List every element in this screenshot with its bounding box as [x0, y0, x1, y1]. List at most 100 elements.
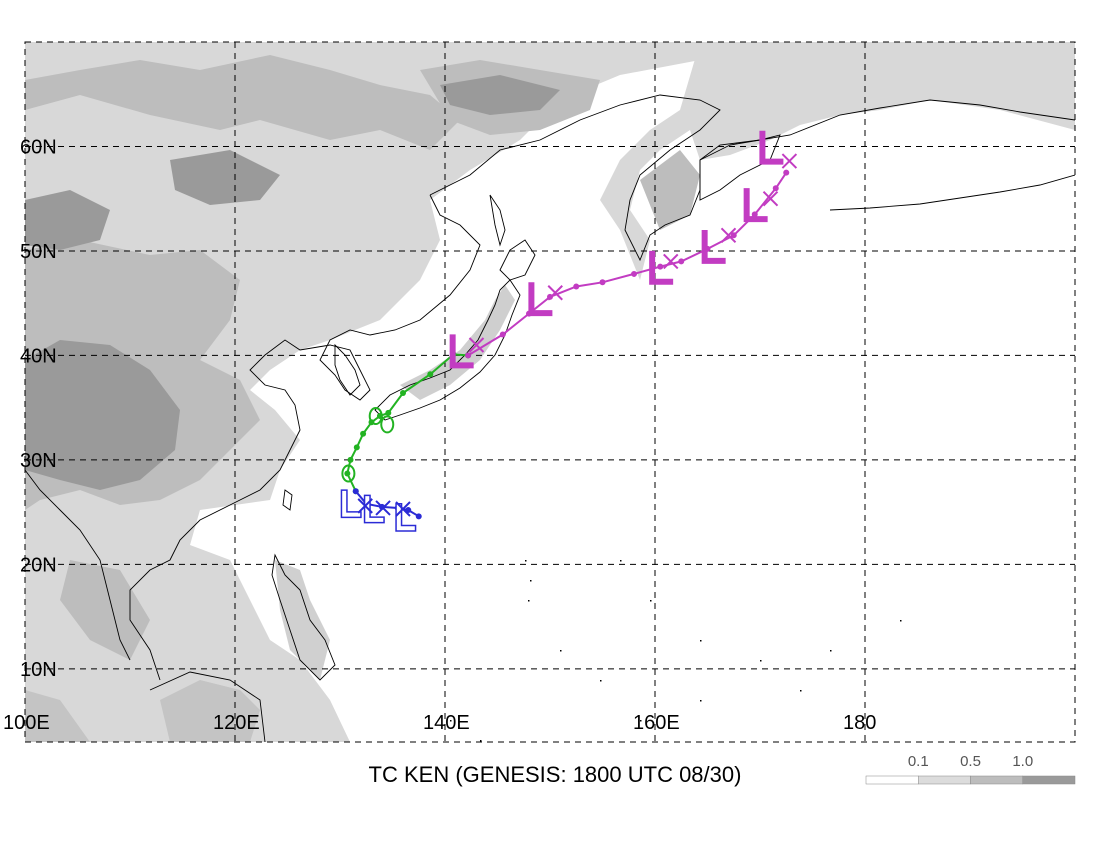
- coastline-aleutians: [829, 174, 1075, 211]
- low-symbol: [449, 334, 474, 369]
- island-dot: [700, 700, 702, 702]
- lat-label: 30N: [20, 450, 57, 472]
- coastline-indochina: [25, 469, 131, 661]
- track-point-green: [344, 470, 351, 477]
- track-point-green: [385, 409, 392, 416]
- legend-swatch: [970, 775, 1023, 785]
- loop-symbol: [368, 407, 383, 426]
- lat-label: 10N: [20, 659, 57, 681]
- legend-swatch: [1022, 775, 1076, 785]
- pacific-islands: [450, 560, 902, 742]
- lon-labels: 100E 120E 140E 160E 180: [3, 712, 876, 734]
- lat-label: 50N: [20, 241, 57, 263]
- coastline-sakhalin: [489, 194, 506, 247]
- lon-label: 160E: [633, 712, 680, 734]
- lon-label: 100E: [3, 712, 50, 734]
- island-dot: [450, 720, 452, 722]
- terrain-mid-se-asia: [60, 560, 150, 660]
- track-point-magenta: [573, 283, 580, 290]
- cross-symbol: [547, 285, 563, 301]
- loop-symbol: [380, 415, 395, 434]
- terrain-sumatra: [25, 690, 90, 742]
- coastline-philippines: [271, 553, 336, 681]
- coastline-borneo: [149, 671, 266, 742]
- track-point-magenta: [465, 352, 472, 359]
- lon-label: 180: [843, 712, 876, 734]
- terrain-dark-tibet: [25, 340, 180, 490]
- track-point-magenta: [678, 258, 685, 265]
- terrain-philippines: [275, 560, 330, 680]
- island-dot: [525, 560, 527, 562]
- track-point-magenta: [783, 169, 790, 176]
- island-dot: [530, 580, 532, 582]
- coastline-japan: [374, 279, 521, 421]
- island-dot: [620, 560, 622, 562]
- low-symbol: [528, 282, 553, 317]
- cross-symbol: [395, 501, 411, 517]
- track-point-blue: [352, 488, 359, 495]
- lat-lon-grid: [25, 42, 1075, 742]
- terrain-shading: [25, 42, 1075, 742]
- terrain-dark-west: [25, 190, 110, 250]
- track-point-green: [353, 444, 360, 451]
- shading-legend: 0.1 0.5 1.0: [865, 753, 1076, 785]
- terrain-dark-central: [170, 150, 280, 205]
- track-point-magenta: [730, 232, 737, 239]
- lat-label: 40N: [20, 345, 57, 367]
- track-point-green: [400, 390, 406, 397]
- terrain-mid-mongolia: [25, 55, 460, 150]
- coastline-hokkaido: [499, 239, 536, 281]
- track-point-magenta: [499, 331, 506, 338]
- island-dot: [480, 740, 482, 742]
- terrain-light-russia-ne: [600, 42, 1075, 280]
- lat-labels: 60N 50N 40N 30N 20N 10N: [20, 136, 57, 680]
- coastline-korea: [334, 343, 361, 396]
- low-symbol: [649, 250, 674, 285]
- island-dot: [528, 600, 530, 602]
- lat-label: 20N: [20, 554, 57, 576]
- lon-label: 140E: [423, 712, 470, 734]
- island-dot: [700, 640, 702, 642]
- lon-label: 120E: [213, 712, 260, 734]
- track-point-magenta: [631, 270, 637, 277]
- cross-symbol: [720, 227, 737, 243]
- cross-symbol: [781, 153, 798, 169]
- low-symbol: [743, 188, 768, 223]
- terrain-light-asia: [25, 42, 700, 742]
- coastline-china: [129, 194, 481, 681]
- island-dot: [640, 720, 642, 722]
- terrain-dark-north: [440, 75, 560, 115]
- coastline-asia: [429, 94, 1075, 262]
- terrain-japan: [400, 285, 515, 400]
- legend-swatch: [865, 775, 919, 785]
- island-dot: [560, 650, 562, 652]
- island-dot: [650, 600, 652, 602]
- track-point-magenta: [751, 211, 758, 218]
- low-symbol-inner: [342, 490, 361, 517]
- track-point-blue: [415, 513, 422, 520]
- cross-symbol: [468, 337, 485, 353]
- track-point-green: [347, 456, 354, 463]
- legend-label: 0.1: [908, 753, 929, 770]
- low-symbol-inner: [365, 496, 384, 522]
- lat-label: 60N: [20, 136, 57, 158]
- map-caption: TC KEN (GENESIS: 1800 UTC 08/30): [369, 762, 742, 787]
- island-dot: [800, 690, 802, 692]
- legend-label: 1.0: [1012, 753, 1033, 770]
- loop-symbol: [341, 464, 356, 483]
- cross-symbol: [357, 498, 373, 514]
- track-point-magenta: [657, 263, 664, 270]
- island-dot: [760, 660, 762, 662]
- low-symbol: [759, 130, 784, 165]
- track-point-green: [360, 430, 367, 437]
- low-symbol: [701, 229, 726, 264]
- plot-frame: [24, 41, 1076, 743]
- track-point-green: [427, 371, 434, 378]
- island-dot: [830, 650, 832, 652]
- track-point-magenta: [772, 185, 779, 192]
- legend-swatch: [918, 775, 971, 785]
- island-dot: [900, 620, 902, 622]
- track-point-magenta: [599, 279, 606, 286]
- legend-label: 0.5: [960, 753, 981, 770]
